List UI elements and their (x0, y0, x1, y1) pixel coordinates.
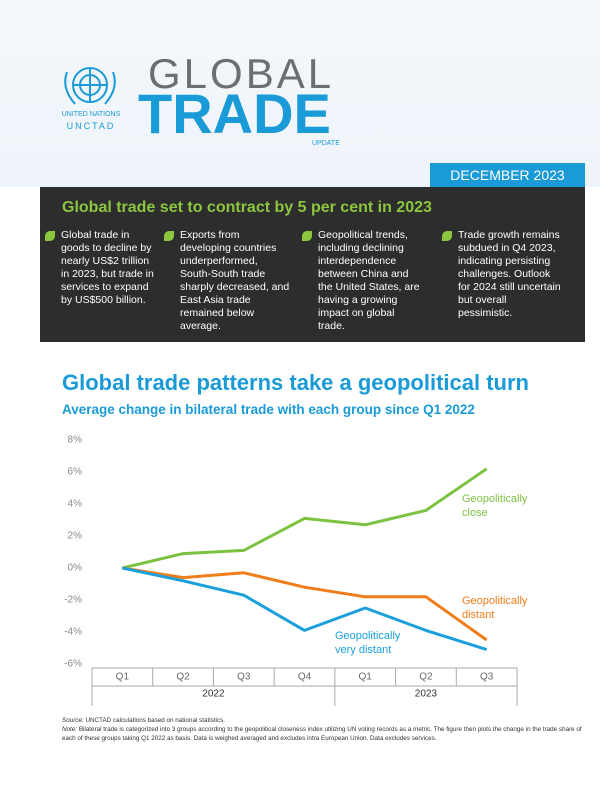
x-tick-label: Q4 (298, 672, 312, 683)
y-tick-label: -4% (64, 627, 82, 638)
org-line: UNCTAD (66, 121, 116, 131)
summary-headline: Global trade set to contract by 5 per ce… (62, 199, 432, 216)
summary-point: Trade growth remains subdued in Q4 2023,… (442, 229, 562, 320)
series-label: Geopolitically distant (462, 595, 528, 621)
x-tick-label: Q3 (480, 672, 494, 683)
date-banner: DECEMBER 2023 (430, 163, 585, 187)
series-label: Geopolitically close (462, 493, 528, 519)
chart-subtitle: Average change in bilateral trade with e… (62, 402, 475, 417)
note: Note: Bilateral trade is categorized int… (62, 725, 582, 743)
summary-point: Geopolitical trends, including declining… (302, 229, 422, 333)
source: Source: UNCTAD calculations based on nat… (62, 716, 582, 725)
x-group-label: 2023 (415, 689, 438, 700)
x-group-label: 2022 (202, 689, 225, 700)
y-tick-label: 4% (68, 499, 83, 510)
y-tick-label: 6% (68, 467, 83, 478)
series-line (122, 566, 488, 652)
summary-point: Exports from developing countries underp… (164, 229, 290, 333)
note-label: Note: (62, 726, 78, 733)
title-line: UPDATE (312, 140, 340, 147)
x-tick-label: Q2 (419, 672, 433, 683)
summary-box: Global trade set to contract by 5 per ce… (40, 187, 585, 342)
series-label: Geopolitically very distant (335, 630, 401, 656)
source-text: UNCTAD calculations based on national st… (85, 717, 225, 724)
series-line (122, 467, 488, 570)
y-tick-label: 2% (68, 531, 83, 542)
y-tick-label: 0% (68, 563, 83, 574)
summary-point: Global trade in goods to decline by near… (45, 229, 159, 307)
y-tick-label: 8% (68, 435, 83, 446)
x-tick-label: Q1 (359, 672, 373, 683)
note-text: Bilateral trade is categorized into 3 gr… (62, 726, 582, 742)
org-line: UNITED NATIONS (61, 111, 121, 118)
series-line (122, 566, 488, 642)
title-line: GLOBAL (148, 50, 335, 97)
source-label: Source: (62, 717, 84, 724)
un-logo (64, 67, 116, 105)
title-line: TRADE (138, 82, 331, 145)
y-tick-label: -2% (64, 595, 82, 606)
x-tick-label: Q1 (116, 672, 130, 683)
footer: Source: UNCTAD calculations based on nat… (62, 716, 582, 743)
header: UNITED NATIONS UNCTAD GLOBAL TRADE UPDAT… (0, 0, 600, 187)
x-tick-label: Q2 (176, 672, 190, 683)
x-tick-label: Q3 (237, 672, 251, 683)
chart-title: Global trade patterns take a geopolitica… (62, 370, 529, 395)
y-tick-label: -6% (64, 659, 82, 670)
